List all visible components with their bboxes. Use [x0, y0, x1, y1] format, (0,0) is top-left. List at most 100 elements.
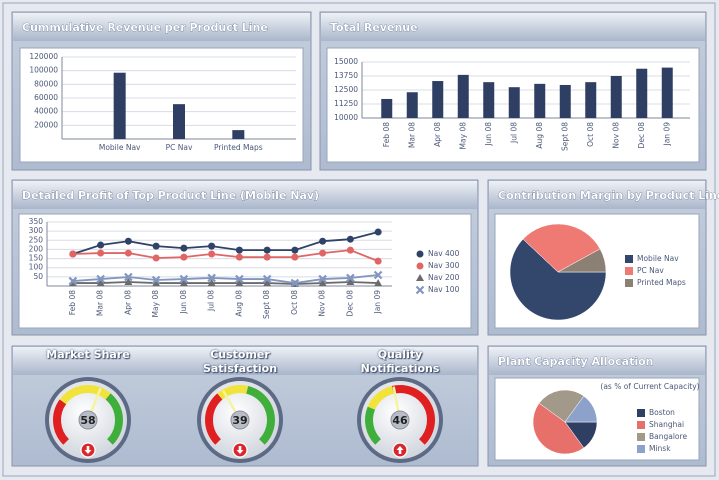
- x-tick-label: Oct 08: [586, 122, 595, 147]
- data-point: [124, 237, 132, 245]
- data-point: [180, 244, 188, 252]
- legend-marker: [415, 285, 425, 295]
- data-point: [152, 242, 160, 250]
- chart-subtitle: (as % of Current Capacity): [600, 382, 699, 391]
- data-point: [374, 228, 382, 236]
- y-tick-label: 12500: [334, 85, 358, 94]
- data-point: [124, 249, 132, 257]
- legend-label: Nav 400: [428, 249, 460, 258]
- gauge-hub: [78, 410, 98, 430]
- x-tick-label: Apr 08: [433, 122, 442, 147]
- legend-label: Nav 100: [428, 285, 460, 294]
- y-tick-label: 80000: [34, 79, 58, 88]
- bar: [432, 81, 444, 118]
- legend-label: Boston: [649, 408, 675, 417]
- pie-slice: [557, 248, 607, 273]
- bar: [610, 76, 622, 118]
- legend-label: Nav 200: [428, 273, 460, 282]
- x-tick-label: Jun 08: [179, 290, 188, 315]
- x-tick-label: Printed Maps: [214, 143, 263, 152]
- x-tick-label: Nov 08: [611, 122, 620, 149]
- gauge-value: 58: [80, 414, 95, 427]
- y-tick-label: 20000: [34, 120, 58, 129]
- panel-header: [321, 13, 705, 41]
- x-tick-label: Sept 08: [262, 290, 271, 319]
- data-point: [68, 276, 78, 286]
- data-point: [96, 279, 105, 287]
- panel-header: [13, 181, 477, 209]
- series-line: [72, 231, 379, 255]
- data-point: [319, 249, 327, 257]
- data-point: [235, 274, 244, 284]
- x-tick-label: Mobile Nav: [99, 143, 141, 152]
- legend-marker: [416, 262, 424, 270]
- data-point: [152, 279, 161, 287]
- panel-header: [13, 347, 477, 375]
- legend-label: Bangalore: [649, 432, 687, 441]
- data-point: [263, 246, 271, 254]
- legend-swatch: [625, 279, 633, 287]
- pie-slice: [532, 402, 585, 455]
- data-point: [69, 250, 77, 258]
- y-tick-label: 100000: [29, 66, 58, 75]
- series-line: [72, 249, 379, 262]
- data-point: [318, 274, 327, 284]
- legend-swatch: [637, 421, 645, 429]
- data-point: [262, 274, 272, 284]
- gauge-band: [365, 406, 382, 445]
- data-point: [374, 257, 382, 265]
- data-point: [124, 277, 133, 285]
- data-point: [346, 235, 354, 243]
- legend-swatch: [625, 267, 633, 275]
- data-point: [346, 277, 355, 285]
- x-tick-label: Mar 08: [96, 290, 105, 316]
- legend-marker: [416, 274, 424, 281]
- x-tick-label: Jan 09: [662, 122, 671, 147]
- data-point: [207, 273, 216, 283]
- data-point: [346, 273, 355, 283]
- data-point: [152, 254, 160, 262]
- y-tick-label: 11250: [334, 99, 358, 108]
- x-tick-label: Dec 08: [345, 290, 354, 317]
- series-line: [72, 281, 379, 285]
- bar: [585, 82, 597, 118]
- x-tick-label: Feb 08: [382, 122, 391, 147]
- gauge-band: [105, 393, 123, 445]
- y-tick-label: 300: [29, 226, 44, 235]
- panel-header: [489, 347, 705, 375]
- legend-swatch: [637, 433, 645, 441]
- y-tick-label: 50: [33, 272, 43, 281]
- bar: [381, 98, 393, 118]
- panel-title: Plant Capacity Allocation: [498, 355, 654, 368]
- panel-title: Contribution Margin by Product Line: [498, 189, 719, 202]
- panel-title: Total Revenue: [330, 21, 418, 34]
- legend-swatch: [637, 409, 645, 417]
- bar: [457, 74, 469, 118]
- pie-slice: [538, 389, 585, 423]
- bar: [559, 84, 571, 118]
- data-point: [208, 242, 216, 250]
- gauge-band: [205, 393, 223, 445]
- gauge-band: [246, 385, 275, 445]
- gauge-hub: [230, 410, 250, 430]
- x-tick-label: Nov 08: [318, 290, 327, 317]
- legend-marker: [416, 250, 424, 258]
- y-tick-label: 200: [29, 244, 44, 253]
- y-tick-label: 40000: [34, 107, 58, 116]
- data-point: [319, 237, 327, 245]
- gauge-band: [217, 385, 249, 400]
- data-point: [235, 279, 244, 287]
- bar: [534, 83, 546, 118]
- x-tick-label: PC Nav: [166, 143, 193, 152]
- data-point: [291, 253, 299, 261]
- series-line: [72, 274, 379, 284]
- y-tick-label: 100: [29, 263, 44, 272]
- bar: [113, 72, 126, 139]
- data-point: [235, 253, 243, 261]
- y-tick-label: 60000: [34, 93, 58, 102]
- data-point: [208, 250, 216, 258]
- gauge-label: Quality Notifications: [360, 348, 440, 375]
- data-point: [96, 274, 105, 284]
- data-point: [97, 249, 105, 257]
